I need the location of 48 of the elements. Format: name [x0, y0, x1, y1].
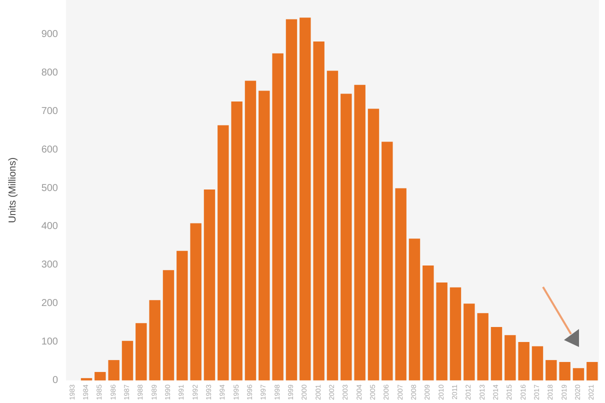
bar	[395, 188, 406, 380]
bar	[382, 142, 393, 380]
bar	[258, 90, 270, 380]
bar	[532, 346, 544, 380]
bar	[136, 323, 147, 380]
bar	[272, 53, 284, 380]
bar	[108, 360, 120, 380]
bar	[477, 313, 488, 380]
bar	[326, 70, 338, 380]
y-tick-label: 900	[41, 29, 58, 40]
bar	[436, 282, 448, 380]
bar	[149, 300, 160, 380]
bar	[518, 342, 530, 380]
bar	[450, 287, 462, 380]
bar	[422, 266, 434, 380]
bar	[300, 18, 311, 380]
bar	[244, 80, 256, 380]
bar	[572, 368, 584, 380]
bar	[464, 304, 475, 380]
y-tick-label: 0	[52, 374, 58, 386]
bar	[546, 360, 557, 380]
y-axis-title: Units (Millions)	[8, 157, 18, 223]
y-tick-label: 500	[41, 182, 58, 194]
y-tick-label: 800	[41, 68, 58, 79]
bar	[313, 42, 324, 380]
bar	[340, 94, 352, 380]
bar	[204, 189, 216, 380]
y-tick-label: 400	[41, 221, 58, 232]
y-tick-label: 700	[41, 106, 58, 117]
y-tick-label: 600	[41, 144, 58, 156]
bar	[122, 340, 134, 380]
bar	[218, 125, 229, 380]
bar	[162, 270, 174, 380]
y-tick-label: 300	[41, 260, 58, 271]
bar	[368, 108, 380, 380]
bar	[286, 19, 298, 380]
y-tick-label: 100	[41, 336, 58, 348]
bar	[94, 372, 106, 380]
bar	[559, 362, 570, 380]
bar	[490, 327, 502, 380]
bar	[190, 223, 202, 380]
bar	[408, 238, 420, 380]
bar	[176, 250, 188, 380]
y-tick-label: 200	[41, 298, 58, 310]
bar	[586, 362, 598, 380]
bar	[354, 84, 366, 380]
bar	[504, 335, 516, 380]
bar	[231, 101, 242, 380]
